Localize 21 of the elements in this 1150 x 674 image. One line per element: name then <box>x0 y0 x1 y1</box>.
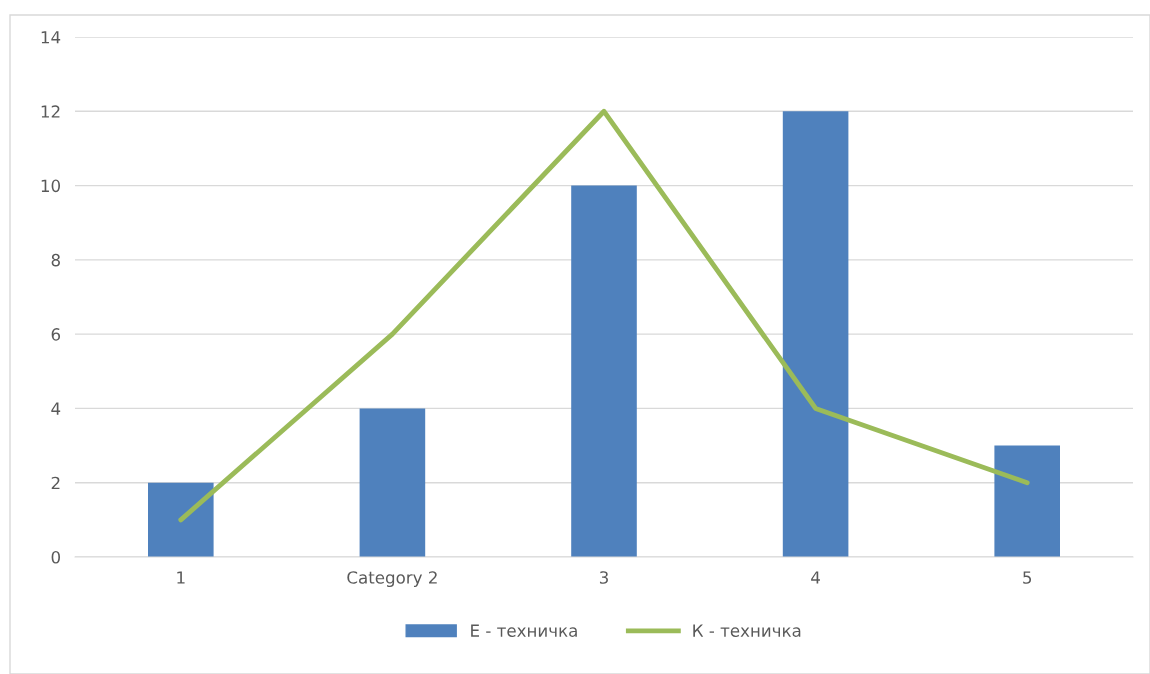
bar <box>782 111 849 557</box>
bar <box>994 445 1060 557</box>
y-tick-label: 8 <box>51 253 60 267</box>
x-tick-label: 4 <box>811 571 820 584</box>
y-tick-label: 6 <box>51 328 61 341</box>
y-tick-label: 14 <box>41 31 61 44</box>
x-tick-label: 3 <box>599 571 608 584</box>
bar <box>359 408 426 557</box>
y-tick-label: 12 <box>41 105 60 118</box>
bar <box>571 185 637 557</box>
legend-label: Е - техничка <box>471 624 577 637</box>
bar <box>148 482 214 557</box>
legend-label: К - техничка <box>693 624 801 637</box>
x-tick-label: 5 <box>1023 571 1032 584</box>
y-tick-label: 4 <box>51 402 61 415</box>
y-tick-label: 0 <box>51 550 60 564</box>
line-series <box>178 108 1030 523</box>
y-tick-label: 2 <box>51 476 60 490</box>
y-tick-label: 10 <box>41 179 60 193</box>
x-tick-label: 1 <box>177 571 185 584</box>
x-tick-label: Category 2 <box>347 571 437 588</box>
